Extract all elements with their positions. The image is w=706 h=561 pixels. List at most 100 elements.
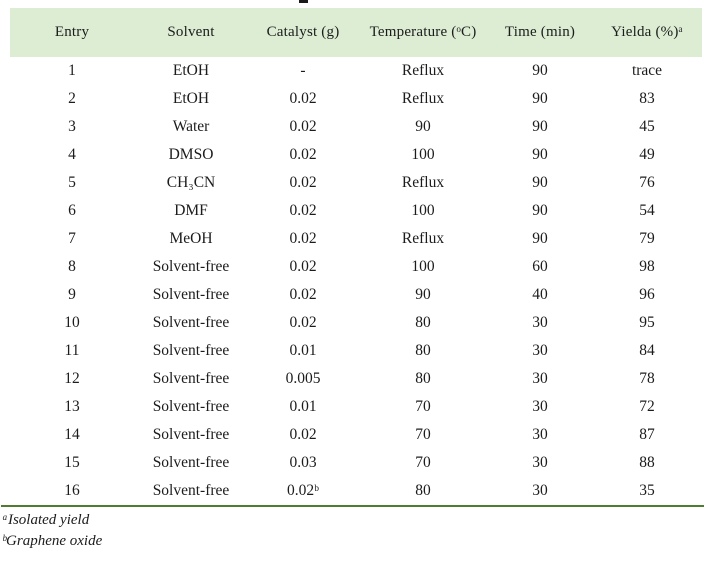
cell-solvent: Water [172, 118, 210, 135]
table-bottom-rule [1, 505, 704, 507]
cell-time: 30 [532, 482, 548, 499]
cell-entry: 3 [68, 118, 76, 135]
footnote-graphene-oxide: ᵇGraphene oxide [2, 533, 103, 549]
cell-entry: 6 [68, 202, 76, 219]
cell-entry: 14 [64, 426, 80, 443]
cell-yield: 79 [639, 230, 655, 247]
cell-yield: 88 [639, 454, 655, 471]
cell-yield: 54 [639, 202, 655, 219]
cell-temperature: 100 [411, 202, 435, 219]
cell-time: 90 [532, 90, 548, 107]
cell-entry: 2 [68, 90, 76, 107]
cell-yield: 98 [639, 258, 655, 275]
cell-catalyst: - [300, 62, 306, 79]
cell-entry: 13 [64, 398, 80, 415]
cell-yield: 87 [639, 426, 655, 443]
cell-solvent: Solvent-free [152, 398, 230, 415]
cell-temperature: Reflux [401, 90, 445, 107]
cell-time: 40 [532, 286, 548, 303]
cell-yield: 76 [639, 174, 655, 191]
cell-time: 90 [532, 118, 548, 135]
cell-temperature: 90 [415, 118, 431, 135]
table-row: 6 DMF 0.02 100 90 54 [10, 197, 702, 225]
cell-yield: 35 [639, 482, 655, 499]
cell-yield: 96 [639, 286, 655, 303]
cell-catalyst: 0.02ᵇ [287, 482, 319, 499]
table-row: 11 Solvent-free 0.01 80 30 84 [10, 337, 702, 365]
cell-yield: 45 [639, 118, 655, 135]
cell-time: 90 [532, 202, 548, 219]
cell-catalyst: 0.02 [289, 258, 317, 275]
cell-yield: 83 [639, 90, 655, 107]
cell-time: 30 [532, 342, 548, 359]
table-row: 15 Solvent-free 0.03 70 30 88 [10, 449, 702, 477]
cell-solvent: Solvent-free [152, 258, 230, 275]
cell-solvent: Solvent-free [152, 454, 230, 471]
cell-yield: 49 [639, 146, 655, 163]
cell-temperature: 100 [411, 146, 435, 163]
cell-solvent: DMSO [168, 146, 214, 163]
cell-entry: 10 [64, 314, 80, 331]
cell-temperature: 70 [415, 398, 431, 415]
cell-solvent: Solvent-free [152, 342, 230, 359]
cell-temperature: 80 [415, 342, 431, 359]
table-row: 16 Solvent-free 0.02ᵇ 80 30 35 [10, 477, 702, 505]
cell-entry: 11 [64, 342, 80, 359]
footnote-isolated-yield: ᵃIsolated yield [2, 512, 90, 528]
cell-catalyst: 0.005 [285, 370, 321, 387]
table-header-row: Entry Solvent Catalyst (g) Temperature (ᵒC)… [10, 8, 702, 57]
cell-entry: 16 [64, 482, 80, 499]
cell-temperature: 80 [415, 482, 431, 499]
table-head: Entry Solvent Catalyst (g) Temperature (ᵒC)… [10, 8, 702, 57]
cell-yield: 78 [639, 370, 655, 387]
table-row: 7 MeOH 0.02 Reflux 90 79 [10, 225, 702, 253]
optimization-table: Entry Solvent Catalyst (g) Temperature (ᵒC)… [10, 8, 702, 505]
table-row: 1 EtOH - Reflux 90 trace [10, 57, 702, 85]
cell-temperature: 90 [415, 286, 431, 303]
cell-catalyst: 0.03 [289, 454, 317, 471]
cell-entry: 5 [68, 174, 76, 191]
cell-catalyst: 0.02 [289, 286, 317, 303]
table-row: 13 Solvent-free 0.01 70 30 72 [10, 393, 702, 421]
footnotes: ᵃIsolated yield ᵇGraphene oxide [2, 510, 102, 552]
cell-yield: 84 [639, 342, 655, 359]
column-header: Entry [10, 8, 134, 57]
cell-time: 60 [532, 258, 548, 275]
cell-yield: trace [631, 62, 663, 79]
cell-catalyst: 0.02 [289, 202, 317, 219]
cell-catalyst: 0.02 [289, 90, 317, 107]
cell-catalyst: 0.02 [289, 230, 317, 247]
cell-catalyst: 0.02 [289, 314, 317, 331]
cell-entry: 4 [68, 146, 76, 163]
cell-solvent: Solvent-free [152, 314, 230, 331]
cell-catalyst: 0.01 [289, 342, 317, 359]
cell-time: 90 [532, 174, 548, 191]
column-header: Solvent [134, 8, 248, 57]
cell-entry: 8 [68, 258, 76, 275]
cell-catalyst: 0.01 [289, 398, 317, 415]
table-row: 2 EtOH 0.02 Reflux 90 83 [10, 85, 702, 113]
table-row: 14 Solvent-free 0.02 70 30 87 [10, 421, 702, 449]
cell-catalyst: 0.02 [289, 174, 317, 191]
table-row: 9 Solvent-free 0.02 90 40 96 [10, 281, 702, 309]
cell-temperature: Reflux [401, 62, 445, 79]
cell-catalyst: 0.02 [289, 118, 317, 135]
cell-solvent: CH₃CN [166, 174, 216, 191]
cell-time: 30 [532, 398, 548, 415]
cell-time: 90 [532, 146, 548, 163]
table-row: 8 Solvent-free 0.02 100 60 98 [10, 253, 702, 281]
column-header: Yielda (%)ᵃ [592, 8, 702, 57]
cell-solvent: DMF [174, 202, 208, 219]
cell-time: 30 [532, 370, 548, 387]
cell-yield: 72 [639, 398, 655, 415]
cell-solvent: Solvent-free [152, 370, 230, 387]
cell-solvent: Solvent-free [152, 482, 230, 499]
cell-time: 30 [532, 426, 548, 443]
column-header: Temperature (ᵒC) [358, 8, 488, 57]
cell-catalyst: 0.02 [289, 146, 317, 163]
cell-entry: 9 [68, 286, 76, 303]
table-row: 10 Solvent-free 0.02 80 30 95 [10, 309, 702, 337]
column-header: Catalyst (g) [248, 8, 358, 57]
cell-temperature: 80 [415, 314, 431, 331]
table-body: 1 EtOH - Reflux 90 trace 2 EtOH 0.02 Reflux 90 83 3 W… [10, 57, 702, 505]
